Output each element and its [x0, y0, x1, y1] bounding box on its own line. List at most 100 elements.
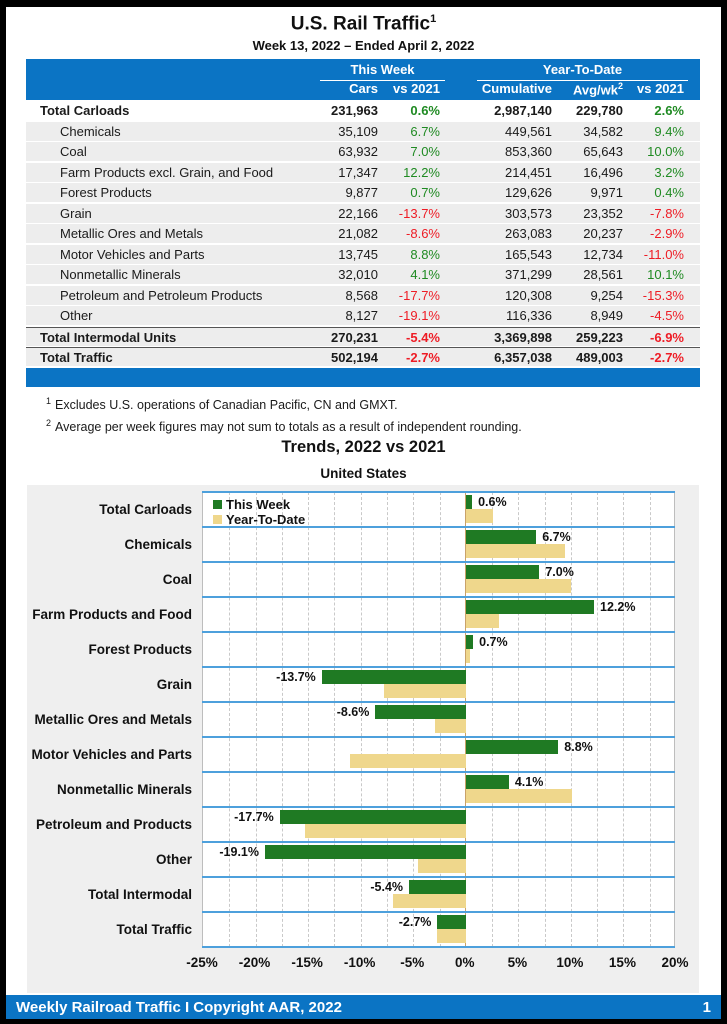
table-header: This Week Year-To-Date Cars vs 2021 Cumu…: [26, 59, 700, 100]
bar-year-to-date: [465, 544, 565, 558]
cell-avg-per-week: 20,237: [583, 226, 623, 241]
chart-category-label: Nonmetallic Minerals: [56, 782, 192, 797]
row-label: Petroleum and Petroleum Products: [60, 287, 263, 303]
cell-cars: 17,347: [338, 164, 378, 180]
cell-vs-2021: 12.2%: [403, 164, 440, 180]
gridline: [492, 492, 494, 947]
gridline: [229, 492, 231, 947]
col-header-cars: Cars: [349, 81, 378, 96]
band-separator-line: [202, 631, 675, 633]
chart-category-label: Other: [155, 852, 192, 867]
bar-value-label: -5.4%: [370, 880, 404, 894]
cell-vs-2021: 6.7%: [410, 123, 440, 139]
chart-category-label: Forest Products: [88, 642, 192, 657]
cell-cumulative: 303,573: [505, 205, 552, 221]
cell-avg-per-week: 65,643: [583, 144, 623, 159]
bar-value-label: 0.6%: [478, 495, 507, 509]
bar-year-to-date: [465, 614, 500, 628]
bar-this-week: [465, 600, 594, 614]
footnotes: 1 Excludes U.S. operations of Canadian Pa…: [46, 396, 522, 440]
col-header-avgwk-footnote-marker: 2: [617, 81, 623, 91]
band-separator-line: [202, 596, 675, 598]
chart-category-label: Petroleum and Products: [35, 817, 192, 832]
bar-value-label: 8.8%: [564, 740, 593, 754]
gridline: [308, 492, 310, 947]
bar-year-to-date: [418, 859, 466, 873]
cell-vs-2021: -19.1%: [398, 308, 440, 323]
footnote-marker: 1: [46, 396, 52, 406]
bar-this-week: [437, 915, 466, 929]
this-week-underline: [320, 80, 445, 81]
page-title: U.S. Rail Traffic1: [6, 13, 721, 35]
gridline: [597, 492, 599, 947]
cell-cars: 8,127: [345, 308, 378, 323]
bar-this-week: [265, 845, 466, 859]
bar-this-week: [279, 810, 466, 824]
cell-ytd-vs-2021: 10.1%: [647, 267, 684, 282]
row-label: Total Traffic: [40, 350, 113, 365]
bar-this-week: [321, 670, 466, 684]
cell-cumulative: 449,561: [505, 123, 552, 139]
chart-category-label: Farm Products and Food: [32, 607, 192, 622]
cell-vs-2021: -13.7%: [398, 205, 440, 221]
cell-cars: 270,231: [331, 329, 378, 345]
x-axis-tick-label: -25%: [186, 955, 218, 970]
col-header-cumulative: Cumulative: [481, 81, 552, 96]
chart-category-label: Grain: [156, 677, 192, 692]
bar-value-label: -2.7%: [398, 915, 432, 929]
row-label: Motor Vehicles and Parts: [60, 246, 205, 262]
cell-ytd-vs-2021: -2.9%: [650, 226, 684, 241]
footer-text: Weekly Railroad Traffic I Copyright AAR,…: [16, 998, 342, 1016]
cell-ytd-vs-2021: 9.4%: [654, 123, 684, 139]
gridline: [518, 492, 520, 947]
footer-page-number: 1: [702, 998, 711, 1016]
bar-year-to-date: [465, 509, 494, 523]
cell-cumulative: 371,299: [505, 267, 552, 282]
bar-year-to-date: [465, 579, 571, 593]
year-to-date-underline: [477, 80, 688, 81]
table-row: Petroleum and Petroleum Products 8,568 -17…: [26, 285, 700, 305]
table-row: Total Traffic 502,194 -2.7% 6,357,038 489,00…: [26, 347, 700, 366]
table-row: Farm Products excl. Grain, and Food 17,34…: [26, 162, 700, 182]
row-label: Nonmetallic Minerals: [60, 267, 181, 282]
row-label: Chemicals: [60, 123, 121, 139]
table-bottom-blue-band: [26, 368, 700, 387]
cell-vs-2021: 4.1%: [410, 267, 440, 282]
table-row: Nonmetallic Minerals 32,010 4.1% 371,299 28,…: [26, 265, 700, 284]
x-axis-tick-label: -15%: [291, 955, 323, 970]
table-row: Chemicals 35,109 6.7% 449,561 34,582 9.4%: [26, 121, 700, 141]
chart-plot-area: This Week Year-To-Date 0.6% 6.7% 7.0% 12.2%…: [202, 491, 675, 948]
footer-bar: Weekly Railroad Traffic I Copyright AAR,…: [6, 995, 721, 1019]
gridline: [649, 492, 651, 947]
row-label: Coal: [60, 144, 87, 159]
bar-year-to-date: [465, 649, 470, 663]
chart-subtitle: United States: [320, 466, 407, 481]
band-separator-line: [202, 561, 675, 563]
cell-avg-per-week: 12,734: [583, 246, 623, 262]
footnote: 1 Excludes U.S. operations of Canadian Pa…: [46, 396, 522, 412]
row-label: Forest Products: [60, 185, 152, 200]
table-body: Total Carloads 231,963 0.6% 2,987,140 229,78…: [26, 101, 700, 368]
chart-category-label: Total Intermodal: [87, 887, 192, 902]
bar-this-week: [465, 530, 537, 544]
cell-ytd-vs-2021: -4.5%: [650, 308, 684, 323]
cell-ytd-vs-2021: -11.0%: [643, 246, 684, 262]
bar-year-to-date: [304, 824, 466, 838]
bar-value-label: 7.0%: [545, 565, 574, 579]
cell-cumulative: 116,336: [505, 308, 552, 323]
gridline: [255, 492, 257, 947]
chart-legend: This Week Year-To-Date: [213, 497, 305, 527]
band-separator-line: [202, 666, 675, 668]
row-label: Total Intermodal Units: [40, 329, 177, 345]
bar-value-label: -19.1%: [219, 845, 259, 859]
bar-year-to-date: [435, 719, 466, 733]
cell-cumulative: 214,451: [505, 164, 552, 180]
bar-value-label: 6.7%: [542, 530, 571, 544]
table-row: Forest Products 9,877 0.7% 129,626 9,971 0.4%: [26, 183, 700, 202]
cell-avg-per-week: 16,496: [583, 164, 623, 180]
bar-this-week: [465, 775, 509, 789]
cell-ytd-vs-2021: -2.7%: [650, 350, 684, 365]
cell-cars: 9,877: [345, 185, 378, 200]
cell-vs-2021: 0.7%: [410, 185, 440, 200]
col-header-avgwk: Avg/wk2: [573, 81, 623, 97]
